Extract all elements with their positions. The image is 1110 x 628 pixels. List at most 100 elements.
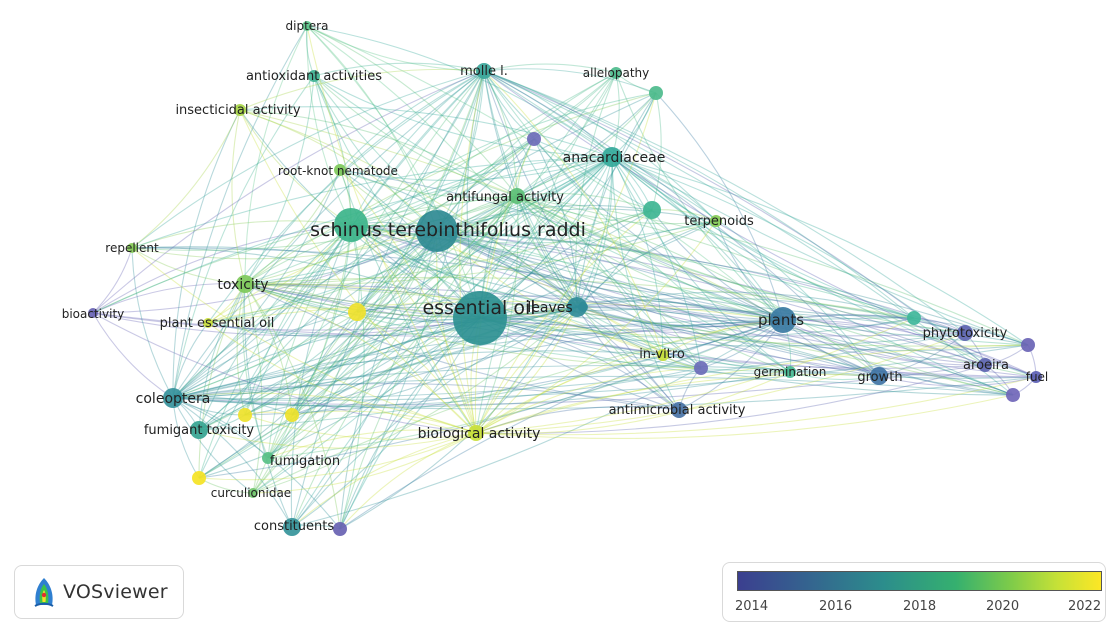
network-link <box>611 156 1014 396</box>
network-node-allelopathy[interactable] <box>610 67 622 79</box>
network-node-invitro[interactable] <box>657 349 669 361</box>
network-node-toxicity[interactable] <box>236 275 254 293</box>
network-link <box>475 306 584 434</box>
node-label-fumigation[interactable]: fumigation <box>270 454 340 469</box>
network-node-x10[interactable] <box>907 311 921 325</box>
node-label-allelopathy[interactable]: allelopathy <box>583 66 649 80</box>
node-label-schinus[interactable]: schinus terebinthifolius raddi <box>310 219 586 241</box>
network-node-biological[interactable] <box>468 425 484 441</box>
network-node-constituents[interactable] <box>283 518 301 536</box>
node-label-germination[interactable]: germination <box>754 365 827 379</box>
network-node-bioactivity[interactable] <box>88 308 98 318</box>
network-link <box>172 317 915 399</box>
network-link <box>306 25 438 232</box>
network-node-coleoptera[interactable] <box>163 388 183 408</box>
network-node-x8[interactable] <box>333 522 347 536</box>
network-link <box>339 156 613 182</box>
network-node-germination[interactable] <box>784 366 796 378</box>
network-node-molle[interactable] <box>476 63 492 79</box>
network-link <box>244 283 986 366</box>
network-node-anacardiaceae[interactable] <box>602 147 622 167</box>
network-node-essential[interactable] <box>453 291 507 345</box>
network-link <box>131 220 352 249</box>
network-node-x6[interactable] <box>285 408 299 422</box>
node-label-molle[interactable]: molle l. <box>460 64 508 79</box>
network-link <box>198 319 784 479</box>
node-label-toxicity[interactable]: toxicity <box>217 277 268 293</box>
network-node-x5[interactable] <box>238 408 252 422</box>
node-label-coleoptera[interactable]: coleoptera <box>136 391 211 407</box>
network-node-x9[interactable] <box>694 361 708 375</box>
network-link <box>244 283 880 377</box>
node-label-antimicrobial[interactable]: antimicrobial activity <box>609 403 746 418</box>
network-node-curculionidae[interactable] <box>248 488 258 498</box>
node-label-fumigant[interactable]: fumigant toxicity <box>144 423 255 438</box>
network-node-fumigant[interactable] <box>190 421 208 439</box>
network-node-aroeira[interactable] <box>978 358 992 372</box>
network-node-x13[interactable] <box>578 302 588 312</box>
network-node-phyto[interactable] <box>957 325 973 341</box>
node-label-bioactivity[interactable]: bioactivity <box>62 307 125 321</box>
network-node-x7[interactable] <box>192 471 206 485</box>
network-link <box>198 230 438 431</box>
network-link <box>479 317 1037 379</box>
network-node-x2[interactable] <box>649 86 663 100</box>
network-node-antimicrobial[interactable] <box>671 402 687 418</box>
node-label-anacardiaceae[interactable]: anacardiaceae <box>563 150 666 166</box>
network-link <box>576 306 702 369</box>
network-node-terpenoids[interactable] <box>710 215 722 227</box>
network-node-x12[interactable] <box>1006 388 1020 402</box>
network-link <box>475 344 1029 434</box>
network-link <box>582 306 784 327</box>
network-node-fumigation[interactable] <box>262 452 274 464</box>
node-label-essential[interactable]: essential oil <box>422 297 535 319</box>
network-node-antiox[interactable] <box>308 70 320 82</box>
node-label-plants[interactable]: plants <box>758 311 804 329</box>
network-node-growth[interactable] <box>870 367 888 385</box>
node-label-biological[interactable]: biological activity <box>418 426 541 442</box>
node-label-aroeira[interactable]: aroeira <box>963 358 1009 373</box>
network-node-plants[interactable] <box>770 307 796 333</box>
year-gradient-bar <box>737 571 1102 591</box>
node-label-antiox[interactable]: antioxidant activities <box>246 69 382 84</box>
network-node-fuel[interactable] <box>1030 371 1042 383</box>
network-link <box>291 306 578 528</box>
node-label-invitro[interactable]: in-vitro <box>639 347 685 362</box>
node-label-insecticidal[interactable]: insecticidal activity <box>175 103 300 118</box>
node-label-antifungal[interactable]: antifungal activity <box>446 190 564 205</box>
network-node-x11[interactable] <box>1021 338 1035 352</box>
network-node-leaves[interactable] <box>567 297 587 317</box>
node-label-repellent[interactable]: repellent <box>105 241 159 255</box>
network-node-x3[interactable] <box>643 201 661 219</box>
network-node-x1[interactable] <box>527 132 541 146</box>
node-label-phyto[interactable]: phytotoxicity <box>923 326 1008 341</box>
node-label-growth[interactable]: growth <box>857 370 902 385</box>
network-node-schinus[interactable] <box>416 210 458 252</box>
node-label-constituents[interactable]: constituents <box>254 519 334 534</box>
node-label-diptera[interactable]: diptera <box>286 19 329 33</box>
network-link <box>576 306 880 377</box>
node-label-plantoil[interactable]: plant essential oil <box>160 316 275 331</box>
network-node-repellent[interactable] <box>127 243 137 253</box>
network-link <box>244 230 438 416</box>
network-link <box>252 156 613 494</box>
node-label-fuel[interactable]: fuel <box>1026 370 1049 384</box>
node-label-rootknot[interactable]: root-knot nematode <box>278 164 398 178</box>
node-label-terpenoids[interactable]: terpenoids <box>684 214 754 229</box>
network-node-antifungal[interactable] <box>509 188 525 204</box>
network-node-insecticidal[interactable] <box>234 104 246 116</box>
network-node-diptera[interactable] <box>302 21 312 31</box>
network-node-rootknot[interactable] <box>334 164 346 176</box>
network-link <box>172 350 664 399</box>
network-link <box>267 156 613 459</box>
network-link <box>576 306 1029 351</box>
network-node-plantoil[interactable] <box>203 318 213 328</box>
network-link <box>244 283 477 434</box>
node-label-leaves[interactable]: leaves <box>527 300 572 316</box>
network-node-schinus2[interactable] <box>334 208 368 242</box>
network-link <box>198 432 477 481</box>
network-node-x4[interactable] <box>348 303 366 321</box>
network-link <box>611 156 915 319</box>
node-label-curculionidae[interactable]: curculionidae <box>211 486 291 500</box>
